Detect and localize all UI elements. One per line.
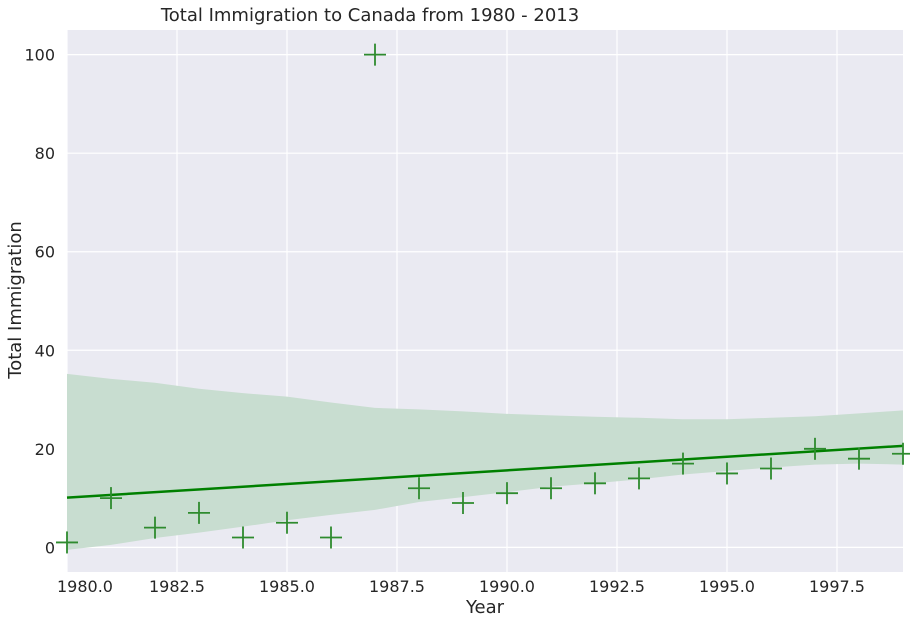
data-point-marker (716, 462, 738, 485)
data-point-marker (144, 516, 166, 539)
y-axis-label: Total Immigration (5, 221, 26, 379)
data-point-marker (320, 526, 342, 549)
x-tick-label: 1982.5 (149, 577, 205, 596)
x-tick-labels: 1980.0 1982.5 1985.0 1987.5 1990.0 1992.5 1995… (57, 577, 865, 596)
regression-line (66, 444, 904, 499)
chart-title: Total Immigration to Canada from 1980 - … (160, 5, 579, 26)
data-point-marker (56, 531, 78, 554)
x-tick-label: 1997.5 (809, 577, 865, 596)
y-tick-label: 60 (35, 243, 55, 262)
data-point-marker (760, 457, 782, 480)
data-point-marker (364, 43, 386, 66)
data-point-marker (276, 511, 298, 534)
x-tick-label: 1980.0 (57, 577, 113, 596)
x-tick-label: 1990.0 (479, 577, 535, 596)
y-tick-label: 40 (35, 341, 55, 360)
data-point-marker (496, 482, 518, 505)
y-tick-label: 20 (35, 440, 55, 459)
x-tick-label: 1985.0 (259, 577, 315, 596)
x-axis-label: Year (465, 597, 505, 618)
data-point-marker (188, 501, 210, 524)
data-point-marker (848, 447, 870, 470)
y-tick-labels: 0 20 40 60 80 100 (24, 46, 55, 558)
data-point-marker (100, 487, 122, 510)
data-point-marker (408, 477, 430, 500)
data-point-marker (672, 452, 694, 475)
data-point-marker (628, 467, 650, 490)
data-point-marker (540, 477, 562, 500)
data-point-marker (584, 472, 606, 495)
y-tick-label: 80 (35, 144, 55, 163)
x-tick-label: 1995.0 (699, 577, 755, 596)
data-point-marker (804, 437, 826, 460)
data-point-marker (892, 442, 910, 465)
y-tick-label: 0 (45, 538, 55, 557)
y-tick-label: 100 (24, 46, 55, 65)
data-point-marker (452, 492, 474, 515)
data-point-marker (232, 526, 254, 549)
confidence-band (67, 373, 903, 550)
x-tick-label: 1987.5 (369, 577, 425, 596)
x-tick-label: 1992.5 (589, 577, 645, 596)
data-points (56, 43, 910, 554)
